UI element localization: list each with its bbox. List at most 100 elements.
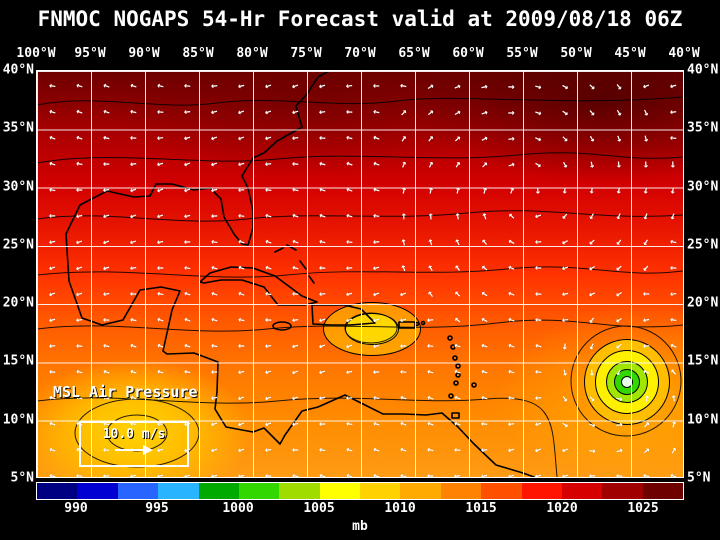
wind-arrow-icon: →	[318, 417, 326, 432]
wind-arrow-icon: →	[479, 365, 490, 380]
wind-arrow-icon: →	[612, 313, 626, 328]
wind-arrow-icon: →	[318, 287, 327, 302]
wind-arrow-icon: →	[452, 417, 463, 432]
wind-arrow-icon: →	[181, 313, 193, 328]
wind-arrow-icon: →	[560, 443, 571, 458]
wind-arrow-icon: →	[479, 105, 490, 120]
wind-arrow-icon: →	[102, 157, 110, 172]
wind-arrow-icon: →	[235, 417, 247, 432]
wind-arrow-icon: →	[666, 186, 681, 195]
wind-arrow-icon: →	[506, 469, 517, 477]
lat-label-right: 10°N	[687, 412, 719, 428]
wind-arrow-icon: →	[612, 106, 627, 119]
wind-arrow-icon: →	[558, 367, 573, 378]
colorbar-segment	[77, 483, 118, 499]
wind-arrow-icon: →	[371, 183, 382, 198]
wind-arrow-icon: →	[639, 394, 654, 403]
wind-arrow-icon: →	[396, 158, 411, 171]
wind-arrow-icon: →	[614, 391, 625, 406]
wind-arrow-icon: →	[182, 287, 193, 302]
wind-arrow-icon: →	[585, 368, 600, 377]
wind-arrow-icon: →	[290, 235, 301, 250]
wind-arrow-icon: →	[371, 313, 382, 328]
wind-arrow-icon: →	[614, 443, 625, 458]
colorbar-tick: 1020	[546, 501, 578, 516]
wind-arrow-icon: →	[129, 131, 137, 146]
wind-arrow-icon: →	[641, 79, 652, 94]
wind-arrow-icon: →	[183, 105, 192, 120]
wind-arrow-icon: →	[209, 469, 220, 477]
lon-label: 80°W	[236, 46, 268, 61]
wind-arrow-icon: →	[480, 443, 489, 458]
lat-label-left: 10°N	[2, 412, 34, 428]
wind-arrow-icon: →	[128, 339, 139, 354]
wind-arrow-icon: →	[318, 261, 327, 276]
wind-arrow-icon: →	[75, 339, 84, 354]
wind-arrow-icon: →	[47, 235, 57, 250]
wind-arrow-icon: →	[47, 183, 57, 198]
wind-arrow-icon: →	[558, 158, 573, 171]
wind-arrow-icon: →	[560, 261, 571, 276]
wind-arrow-icon: →	[533, 105, 544, 120]
wind-arrow-icon: →	[100, 235, 112, 250]
wind-arrow-icon: →	[344, 183, 355, 198]
wind-arrow-icon: →	[426, 313, 435, 328]
wind-arrow-icon: →	[423, 185, 438, 196]
wind-arrow-icon: →	[290, 183, 301, 198]
wind-arrow-icon: →	[263, 261, 274, 276]
wind-arrow-icon: →	[209, 183, 219, 198]
wind-arrow-icon: →	[210, 365, 218, 380]
wind-arrow-icon: →	[183, 79, 192, 94]
wind-arrow-icon: →	[344, 443, 355, 458]
wind-arrow-icon: →	[641, 313, 651, 328]
wind-arrow-icon: →	[534, 261, 542, 276]
lat-label-left: 5°N	[10, 470, 34, 486]
wind-arrow-icon: →	[210, 209, 218, 224]
wind-arrow-icon: →	[669, 287, 678, 302]
wind-arrow-icon: →	[450, 261, 465, 276]
wind-arrow-icon: →	[290, 105, 301, 120]
wind-arrow-icon: →	[506, 313, 517, 328]
wind-arrow-icon: →	[263, 105, 274, 120]
wind-arrow-icon: →	[182, 183, 193, 198]
wind-arrow-icon: →	[423, 237, 438, 248]
wind-arrow-icon: →	[263, 131, 274, 146]
wind-arrow-icon: →	[423, 105, 438, 120]
wind-arrow-icon: →	[344, 209, 355, 224]
wind-arrow-icon: →	[155, 157, 166, 172]
wind-arrow-icon: →	[263, 79, 274, 94]
wind-arrow-icon: →	[452, 365, 463, 380]
wind-arrow-icon: →	[48, 79, 57, 94]
wind-arrow-icon: →	[558, 392, 573, 405]
wind-arrow-icon: →	[479, 391, 490, 406]
wind-arrow-icon: →	[425, 391, 436, 406]
lon-label: 100°W	[16, 46, 56, 61]
wind-arrow-icon: →	[669, 131, 678, 146]
wind-arrow-icon: →	[101, 261, 112, 276]
wind-arrow-icon: →	[263, 235, 274, 250]
wind-arrow-icon: →	[264, 339, 273, 354]
wind-arrow-icon: →	[345, 261, 354, 276]
wind-arrow-icon: →	[560, 469, 571, 477]
colorbar-tick: 1005	[303, 501, 335, 516]
wind-arrow-icon: →	[128, 235, 139, 250]
wind-arrow-icon: →	[370, 443, 382, 458]
wind-arrow-icon: →	[290, 261, 300, 276]
wind-arrow-icon: →	[182, 469, 193, 477]
wind-arrow-icon: →	[639, 106, 654, 119]
wind-arrow-icon: →	[398, 443, 409, 458]
wind-arrow-icon: →	[423, 131, 438, 146]
wind-arrow-icon: →	[264, 443, 273, 458]
wind-arrow-icon: →	[371, 469, 382, 477]
wind-arrow-icon: →	[237, 339, 245, 354]
wind-arrow-icon: →	[209, 261, 220, 276]
wind-arrow-icon: →	[424, 79, 437, 94]
colorbar-segment	[602, 483, 643, 499]
colorbar-segment	[521, 483, 562, 499]
wind-arrow-icon: →	[317, 209, 328, 224]
wind-arrow-icon: →	[426, 469, 434, 477]
wind-arrow-icon: →	[450, 158, 465, 171]
wind-arrow-icon: →	[639, 443, 654, 458]
wind-arrow-icon: →	[344, 157, 355, 172]
wind-arrow-icon: →	[559, 79, 572, 94]
